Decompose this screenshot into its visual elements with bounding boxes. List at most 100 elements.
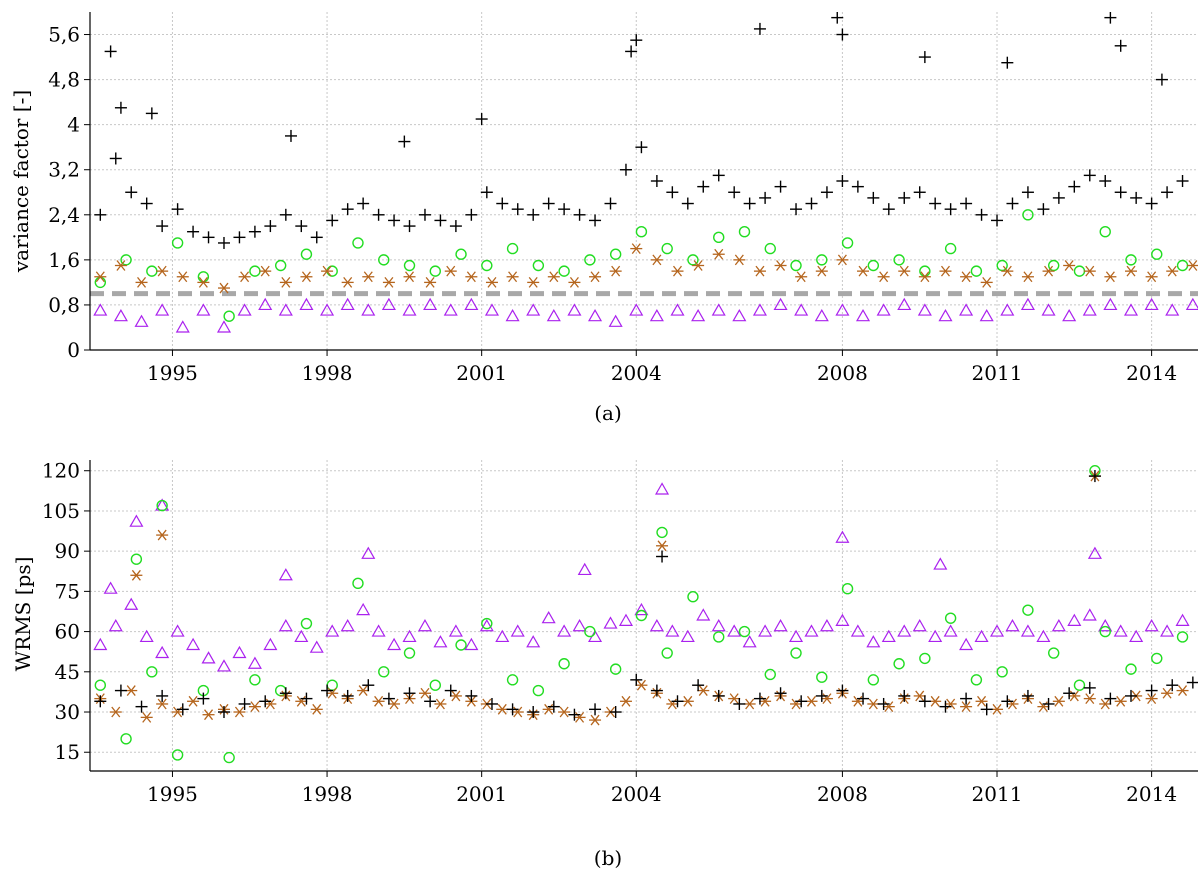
data-point (650, 254, 663, 266)
y-tick-label: 1,6 (48, 248, 80, 272)
data-point (742, 635, 757, 648)
data-point (589, 214, 602, 227)
data-point (619, 163, 632, 176)
data-point (805, 197, 818, 210)
data-point (465, 208, 478, 221)
y-tick-label: 75 (55, 579, 80, 603)
data-point (609, 706, 622, 719)
data-point (850, 624, 865, 637)
data-point (259, 265, 272, 277)
x-tick-label: 1995 (147, 782, 198, 806)
y-tick-label: 3,2 (48, 158, 80, 182)
data-point (1114, 186, 1127, 199)
data-point (882, 203, 895, 216)
data-point (481, 617, 493, 630)
data-point (362, 271, 375, 283)
data-point (542, 197, 555, 210)
x-tick-labels-b: 1995 1998 2001 2004 2008 2011 2014 (147, 782, 1177, 806)
data-point (449, 220, 462, 233)
data-point (764, 668, 776, 681)
data-point (155, 645, 170, 659)
data-point (753, 692, 766, 705)
data-point (237, 303, 252, 316)
data-point (728, 186, 741, 199)
data-point (1161, 186, 1174, 199)
series-plus (94, 12, 1189, 249)
data-point (635, 225, 648, 238)
data-point (444, 265, 457, 277)
data-point (568, 276, 581, 288)
data-point (475, 113, 488, 126)
data-point (356, 602, 371, 616)
data-point (170, 624, 185, 637)
data-point (752, 303, 767, 316)
data-point (429, 265, 441, 277)
data-point (1068, 180, 1081, 193)
data-point (171, 749, 184, 761)
data-point (773, 297, 788, 311)
data-point (970, 674, 983, 686)
data-point (1160, 624, 1175, 637)
data-point (424, 276, 437, 288)
data-point (835, 530, 850, 543)
x-tick-label: 2008 (817, 782, 868, 806)
data-point (1082, 608, 1097, 621)
data-point (357, 197, 370, 210)
data-point (568, 708, 581, 721)
data-point (867, 191, 880, 204)
data-point (841, 582, 854, 595)
data-point (1176, 175, 1189, 187)
data-point (893, 658, 905, 670)
data-point (109, 152, 122, 165)
data-point (249, 265, 261, 277)
data-point (1042, 697, 1055, 710)
data-point (496, 197, 509, 210)
data-point (1052, 191, 1065, 204)
data-point (402, 303, 417, 316)
data-point (625, 45, 638, 58)
data-point (649, 619, 664, 632)
data-point (774, 260, 787, 271)
data-point (506, 271, 519, 283)
data-point (661, 647, 673, 659)
data-point (196, 303, 211, 316)
data-point (635, 679, 648, 691)
data-point (186, 637, 201, 651)
data-point (913, 186, 926, 199)
data-point (434, 698, 447, 710)
data-point (341, 689, 354, 702)
data-point (295, 695, 308, 707)
data-point (630, 673, 643, 686)
data-point (774, 687, 787, 700)
data-point (1186, 676, 1198, 689)
data-point (975, 208, 988, 221)
data-point (202, 709, 215, 721)
data-point (944, 698, 957, 710)
data-point (794, 303, 809, 316)
data-point (1098, 619, 1113, 632)
data-point (94, 208, 107, 221)
data-point (577, 562, 592, 576)
data-point (573, 208, 586, 221)
data-point (495, 629, 510, 643)
data-point (759, 695, 772, 707)
data-point (372, 695, 385, 707)
data-point (1006, 197, 1019, 210)
plot-area-a (93, 12, 1198, 333)
data-point (589, 703, 602, 716)
data-point (960, 701, 973, 713)
data-point (1099, 625, 1111, 638)
data-point (1020, 297, 1035, 311)
data-point (630, 243, 643, 255)
data-point (114, 684, 127, 697)
data-point (1068, 690, 1081, 702)
data-point (247, 656, 262, 669)
y-tick-label: 4 (67, 113, 80, 137)
data-point (403, 259, 416, 272)
data-point (943, 624, 958, 637)
data-point (670, 303, 685, 316)
series-asterisk (94, 470, 1189, 726)
data-point (233, 231, 246, 244)
data-point (960, 197, 973, 210)
data-point (727, 624, 742, 637)
